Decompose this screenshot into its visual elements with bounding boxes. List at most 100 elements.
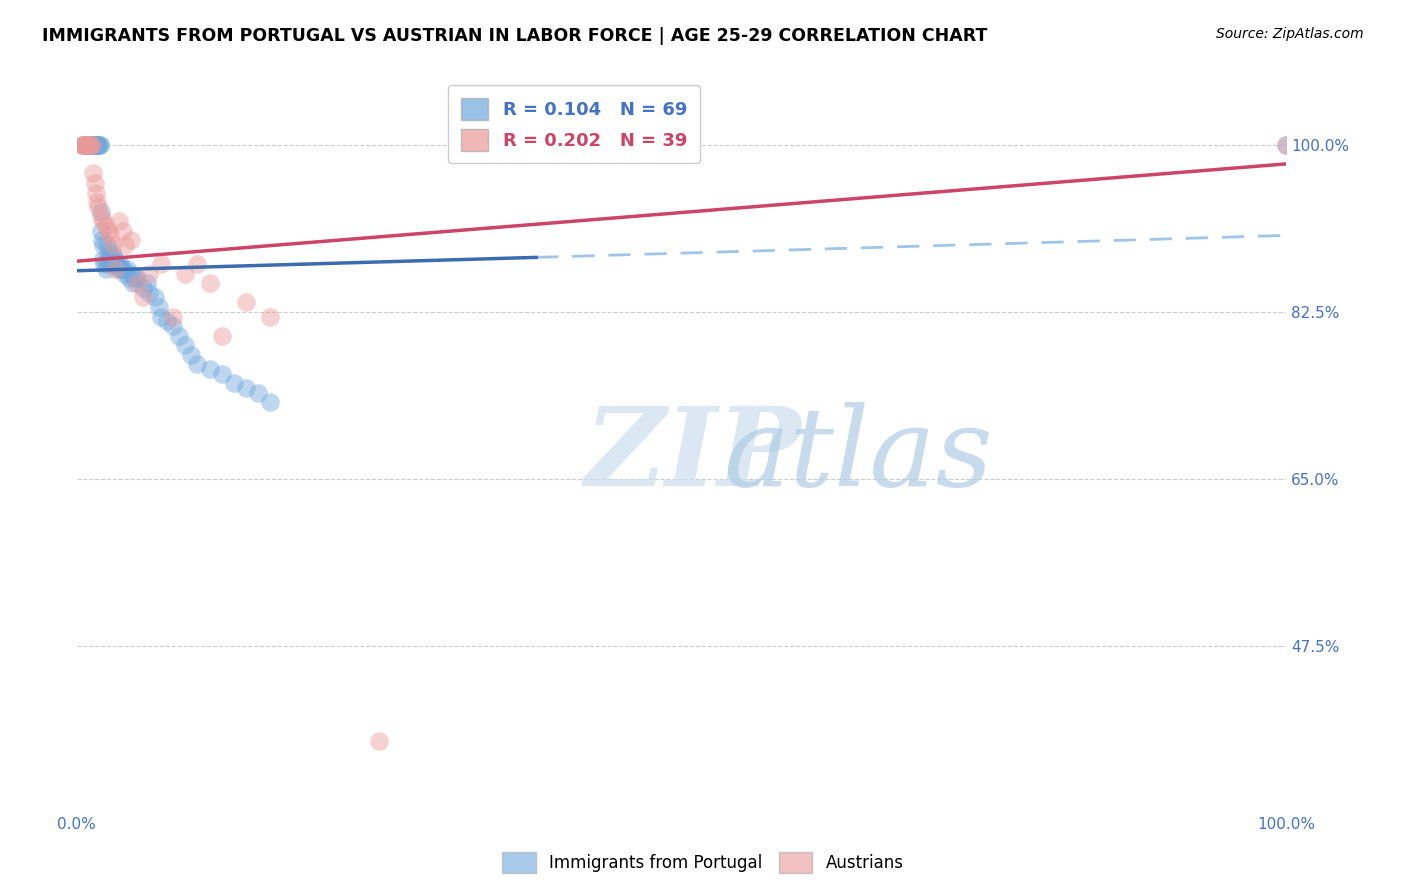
- Point: [76, 137, 98, 152]
- Point: [125, 271, 148, 285]
- Point: [132, 290, 155, 304]
- Point: [150, 310, 173, 324]
- Point: [89, 137, 111, 152]
- Point: [174, 338, 197, 352]
- Point: [73, 137, 96, 152]
- Point: [198, 276, 221, 290]
- Point: [96, 252, 118, 267]
- Point: [93, 257, 115, 271]
- Text: atlas: atlas: [724, 401, 993, 509]
- Point: [98, 243, 121, 257]
- Point: [86, 137, 108, 152]
- Point: [156, 314, 179, 328]
- Point: [97, 257, 120, 271]
- Point: [114, 238, 136, 252]
- Point: [104, 261, 127, 276]
- Point: [235, 381, 257, 395]
- Point: [83, 137, 105, 152]
- Point: [246, 385, 269, 400]
- Point: [91, 233, 114, 247]
- Point: [186, 257, 208, 271]
- Point: [211, 328, 233, 343]
- Point: [94, 219, 117, 233]
- Point: [83, 176, 105, 190]
- Point: [80, 137, 103, 152]
- Point: [105, 257, 128, 271]
- Point: [82, 137, 104, 152]
- Point: [108, 214, 131, 228]
- Point: [162, 310, 184, 324]
- Point: [367, 734, 389, 748]
- Point: [84, 137, 107, 152]
- Point: [124, 271, 146, 285]
- Point: [101, 252, 124, 267]
- Point: [122, 276, 145, 290]
- Point: [186, 357, 208, 371]
- Point: [75, 137, 97, 152]
- Point: [91, 214, 114, 228]
- Point: [89, 137, 111, 152]
- Point: [101, 238, 124, 252]
- Point: [107, 257, 129, 271]
- Point: [91, 252, 114, 267]
- Point: [132, 281, 155, 295]
- Point: [114, 267, 136, 281]
- Text: IMMIGRANTS FROM PORTUGAL VS AUSTRIAN IN LABOR FORCE | AGE 25-29 CORRELATION CHAR: IMMIGRANTS FROM PORTUGAL VS AUSTRIAN IN …: [42, 27, 987, 45]
- Point: [1275, 137, 1298, 152]
- Point: [87, 137, 110, 152]
- Point: [86, 195, 108, 210]
- Point: [120, 267, 142, 281]
- Point: [83, 137, 105, 152]
- Point: [117, 271, 139, 285]
- Point: [82, 137, 104, 152]
- Point: [117, 261, 139, 276]
- Point: [174, 267, 197, 281]
- Point: [135, 276, 157, 290]
- Point: [143, 290, 166, 304]
- Point: [86, 137, 108, 152]
- Point: [90, 224, 112, 238]
- Point: [235, 295, 257, 310]
- Point: [120, 233, 142, 247]
- Point: [259, 310, 281, 324]
- Point: [100, 247, 122, 261]
- Point: [100, 228, 122, 243]
- Text: ZIP: ZIP: [585, 401, 801, 509]
- Point: [108, 261, 131, 276]
- Point: [72, 137, 94, 152]
- Point: [148, 300, 170, 314]
- Point: [138, 285, 160, 300]
- Point: [87, 137, 110, 152]
- Point: [79, 137, 101, 152]
- Point: [111, 261, 134, 276]
- Legend: Immigrants from Portugal, Austrians: Immigrants from Portugal, Austrians: [496, 846, 910, 880]
- Point: [79, 137, 101, 152]
- Point: [125, 276, 148, 290]
- Point: [82, 137, 104, 152]
- Point: [73, 137, 96, 152]
- Point: [222, 376, 245, 391]
- Point: [72, 137, 94, 152]
- Point: [84, 137, 107, 152]
- Point: [94, 261, 117, 276]
- Point: [100, 252, 122, 267]
- Point: [198, 362, 221, 376]
- Point: [87, 200, 110, 214]
- Point: [82, 166, 104, 180]
- Point: [108, 257, 131, 271]
- Point: [150, 257, 173, 271]
- Point: [90, 210, 112, 224]
- Point: [138, 267, 160, 281]
- Point: [77, 137, 100, 152]
- Point: [169, 328, 191, 343]
- Legend: R = 0.104   N = 69, R = 0.202   N = 39: R = 0.104 N = 69, R = 0.202 N = 39: [449, 85, 700, 163]
- Point: [110, 261, 132, 276]
- Text: Source: ZipAtlas.com: Source: ZipAtlas.com: [1216, 27, 1364, 41]
- Point: [91, 238, 114, 252]
- Point: [75, 137, 97, 152]
- Point: [77, 137, 100, 152]
- Point: [76, 137, 98, 152]
- Point: [111, 224, 134, 238]
- Point: [104, 252, 127, 267]
- Point: [162, 319, 184, 334]
